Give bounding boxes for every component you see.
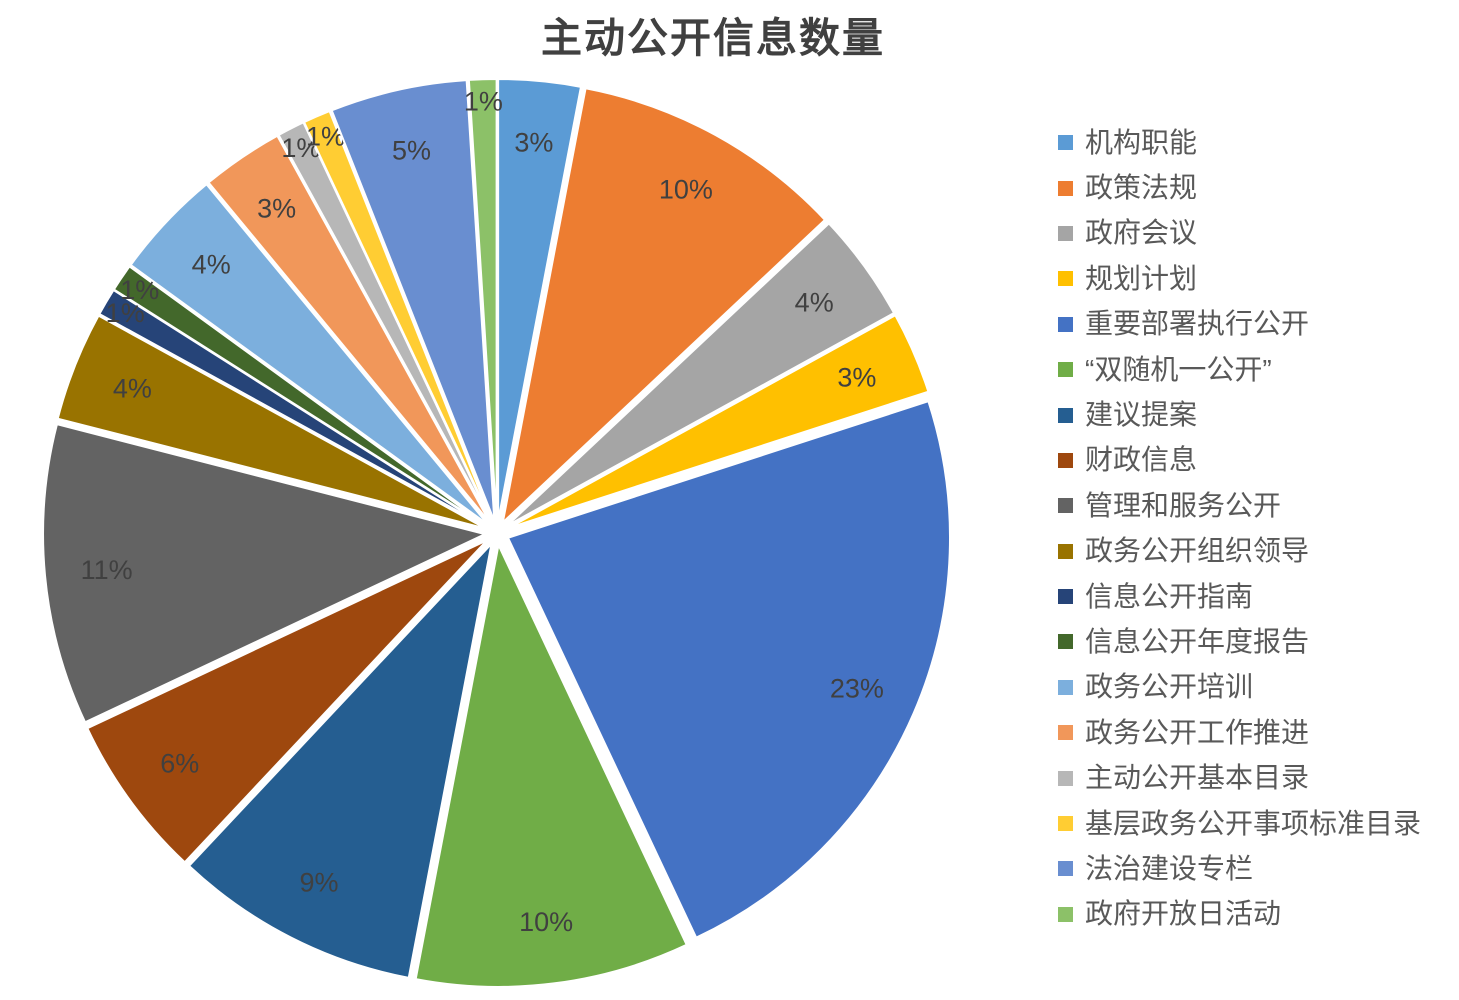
data-label-3: 4% — [795, 288, 834, 318]
legend-swatch-icon — [1058, 861, 1073, 877]
legend-item-label: 信息公开年度报告 — [1085, 625, 1310, 657]
legend-item-15: 主动公开基本目录 — [1058, 755, 1453, 800]
legend-item-12: 信息公开年度报告 — [1058, 619, 1453, 664]
legend-swatch-icon — [1058, 407, 1073, 423]
legend-item-label: 重要部署执行公开 — [1085, 308, 1310, 340]
legend-item-label: 政务公开组织领导 — [1085, 535, 1310, 567]
pie-slice-8 — [86, 539, 489, 864]
data-label-9: 11% — [81, 555, 133, 585]
legend-swatch-icon — [1058, 452, 1073, 468]
legend-item-6: “双随机一公开” — [1058, 347, 1453, 392]
data-label-7: 9% — [299, 867, 338, 897]
legend-item-17: 法治建设专栏 — [1058, 846, 1453, 891]
legend-item-label: 政策法规 — [1085, 172, 1198, 204]
pie-slice-17 — [330, 79, 496, 523]
legend-swatch-icon — [1058, 543, 1073, 559]
pie-slice-3 — [505, 222, 896, 527]
legend-item-label: 管理和服务公开 — [1085, 489, 1282, 521]
pie-slice-5 — [507, 400, 952, 939]
legend-item-1: 机构职能 — [1058, 120, 1453, 165]
legend-item-18: 政府开放日活动 — [1058, 892, 1453, 937]
legend-item-label: 政务公开培训 — [1085, 671, 1254, 703]
pie-slice-13 — [129, 183, 490, 526]
data-label-1: 3% — [514, 128, 553, 158]
legend-item-7: 建议提案 — [1058, 392, 1453, 437]
legend-item-label: 机构职能 — [1085, 126, 1198, 158]
legend-swatch-icon — [1058, 362, 1073, 378]
chart-legend: 机构职能政策法规政府会议规划计划重要部署执行公开 “双随机一公开” 建议提案财政信息… — [1058, 120, 1453, 937]
legend-swatch-icon — [1058, 135, 1073, 151]
legend-swatch-icon — [1058, 180, 1073, 196]
legend-item-9: 管理和服务公开 — [1058, 483, 1453, 528]
data-label-14: 3% — [257, 194, 296, 224]
legend-swatch-icon — [1058, 816, 1073, 832]
legend-item-3: 政府会议 — [1058, 211, 1453, 256]
legend-item-label: “双随机一公开” — [1085, 353, 1272, 385]
legend-swatch-icon — [1058, 589, 1073, 605]
data-label-18: 1% — [464, 86, 503, 116]
data-label-17: 5% — [392, 135, 431, 165]
legend-item-14: 政务公开工作推进 — [1058, 710, 1453, 755]
pie-slice-6 — [414, 543, 688, 988]
legend-item-2: 政策法规 — [1058, 165, 1453, 210]
legend-item-label: 基层政务公开事项标准目录 — [1085, 807, 1422, 839]
legend-item-label: 财政信息 — [1085, 444, 1198, 476]
legend-item-label: 建议提案 — [1085, 399, 1198, 431]
pie-slice-18 — [467, 78, 498, 523]
legend-swatch-icon — [1058, 498, 1073, 514]
legend-item-5: 重要部署执行公开 — [1058, 302, 1453, 347]
data-label-6: 10% — [519, 907, 573, 937]
legend-item-10: 政务公开组织领导 — [1058, 529, 1453, 574]
legend-swatch-icon — [1058, 725, 1073, 741]
pie-slice-14 — [207, 134, 492, 525]
data-label-2: 10% — [659, 174, 713, 204]
pie-slice-4 — [507, 314, 930, 530]
legend-item-label: 规划计划 — [1085, 262, 1198, 294]
legend-item-11: 信息公开指南 — [1058, 574, 1453, 619]
chart-title: 主动公开信息数量 — [541, 15, 885, 61]
legend-item-label: 政府会议 — [1085, 217, 1198, 249]
legend-item-label: 政务公开工作推进 — [1085, 716, 1310, 748]
legend-swatch-icon — [1058, 316, 1073, 332]
legend-swatch-icon — [1058, 679, 1073, 695]
pie-slice-16 — [303, 110, 494, 523]
legend-item-label: 政府开放日活动 — [1085, 898, 1282, 930]
legend-swatch-icon — [1058, 770, 1073, 786]
data-label-8: 6% — [160, 749, 199, 779]
pie-slice-2 — [501, 87, 826, 524]
legend-item-16: 基层政务公开事项标准目录 — [1058, 801, 1453, 846]
pie-slice-10 — [56, 314, 487, 530]
data-label-10: 4% — [113, 374, 152, 404]
pie-slice-9 — [42, 423, 487, 724]
legend-item-label: 主动公开基本目录 — [1085, 762, 1310, 794]
pie-slice-1 — [497, 78, 582, 523]
data-label-13: 4% — [192, 250, 231, 280]
legend-swatch-icon — [1058, 906, 1073, 922]
legend-item-label: 法治建设专栏 — [1085, 852, 1254, 884]
legend-item-4: 规划计划 — [1058, 256, 1453, 301]
data-label-5: 23% — [830, 674, 884, 704]
legend-item-label: 信息公开指南 — [1085, 580, 1254, 612]
data-label-4: 3% — [837, 362, 876, 392]
legend-swatch-icon — [1058, 634, 1073, 650]
pie-slice-12 — [112, 265, 489, 528]
legend-swatch-icon — [1058, 225, 1073, 241]
legend-item-13: 政务公开培训 — [1058, 665, 1453, 710]
legend-item-8: 财政信息 — [1058, 438, 1453, 483]
pie-slice-7 — [187, 542, 493, 979]
legend-swatch-icon — [1058, 271, 1073, 287]
